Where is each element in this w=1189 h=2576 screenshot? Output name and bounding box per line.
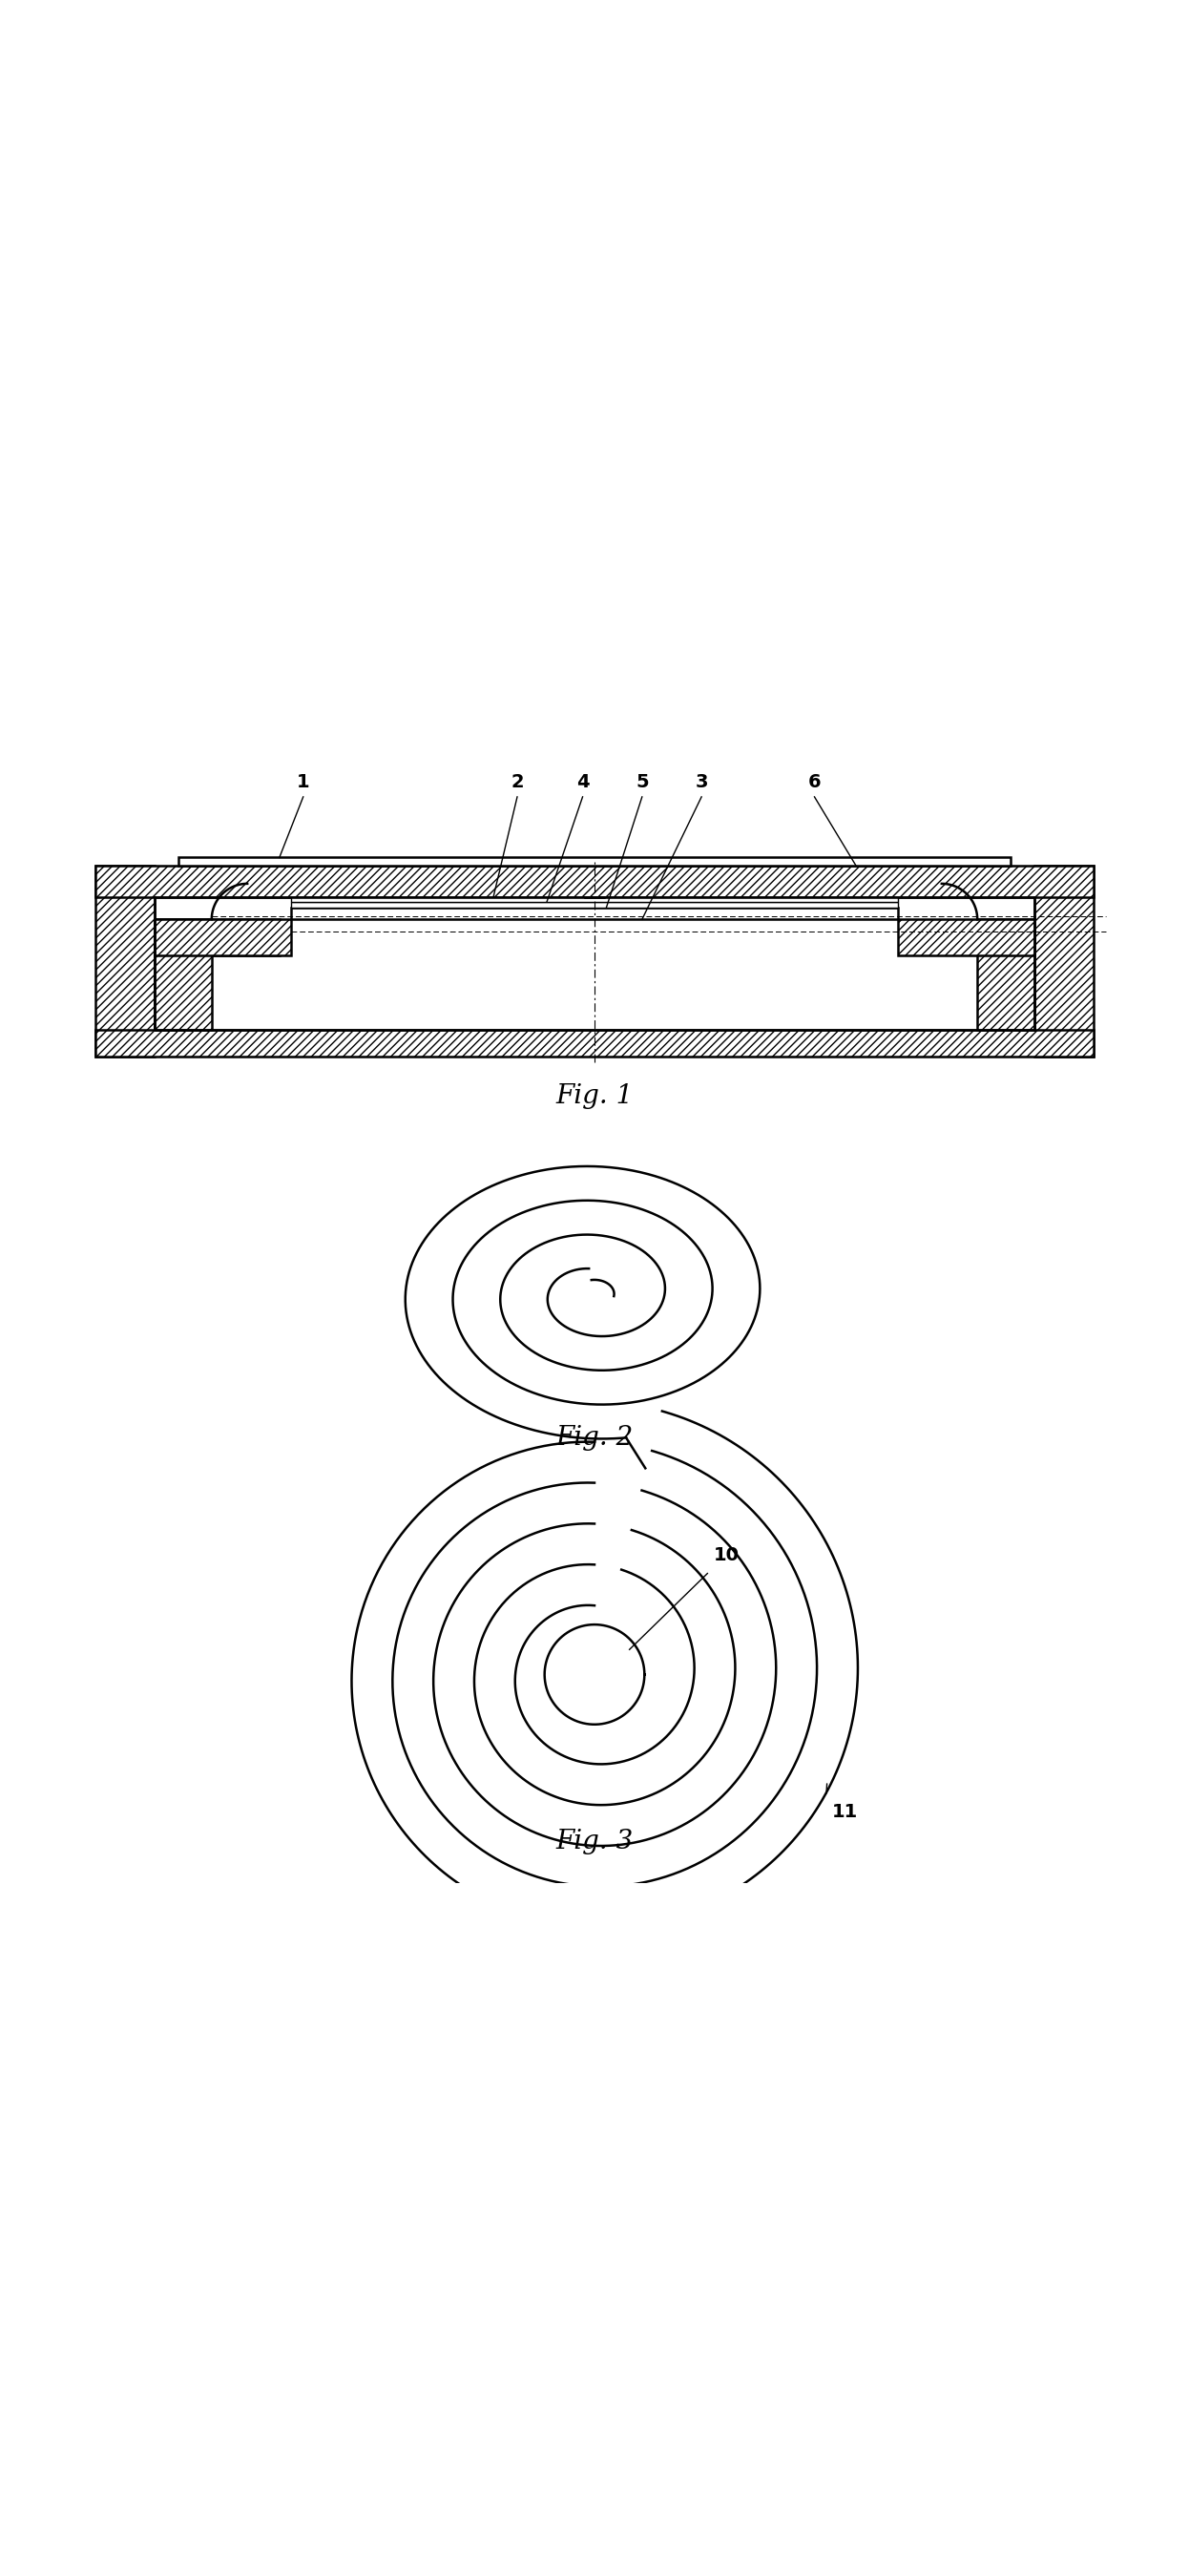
Text: 3: 3 bbox=[696, 773, 707, 791]
Text: 4: 4 bbox=[577, 773, 589, 791]
Polygon shape bbox=[178, 858, 1011, 866]
Text: 10: 10 bbox=[713, 1546, 740, 1564]
Polygon shape bbox=[95, 866, 155, 1056]
Text: Fig. 3: Fig. 3 bbox=[555, 1829, 634, 1855]
Polygon shape bbox=[977, 920, 1034, 1030]
Text: 11: 11 bbox=[832, 1803, 858, 1821]
Text: 1: 1 bbox=[297, 773, 309, 791]
Polygon shape bbox=[291, 902, 898, 907]
Polygon shape bbox=[95, 1030, 1094, 1056]
Polygon shape bbox=[898, 920, 1034, 956]
Polygon shape bbox=[155, 920, 291, 956]
Polygon shape bbox=[291, 907, 898, 920]
Polygon shape bbox=[1034, 866, 1094, 1056]
Polygon shape bbox=[155, 920, 208, 1030]
Text: 2: 2 bbox=[511, 773, 523, 791]
Text: 5: 5 bbox=[636, 773, 648, 791]
Polygon shape bbox=[208, 920, 279, 1030]
Polygon shape bbox=[155, 896, 1034, 1030]
Polygon shape bbox=[95, 866, 1094, 896]
Text: Fig. 2: Fig. 2 bbox=[555, 1425, 634, 1450]
Text: Fig. 1: Fig. 1 bbox=[555, 1084, 634, 1110]
Polygon shape bbox=[155, 920, 212, 1030]
Polygon shape bbox=[291, 896, 898, 902]
Text: 6: 6 bbox=[809, 773, 820, 791]
